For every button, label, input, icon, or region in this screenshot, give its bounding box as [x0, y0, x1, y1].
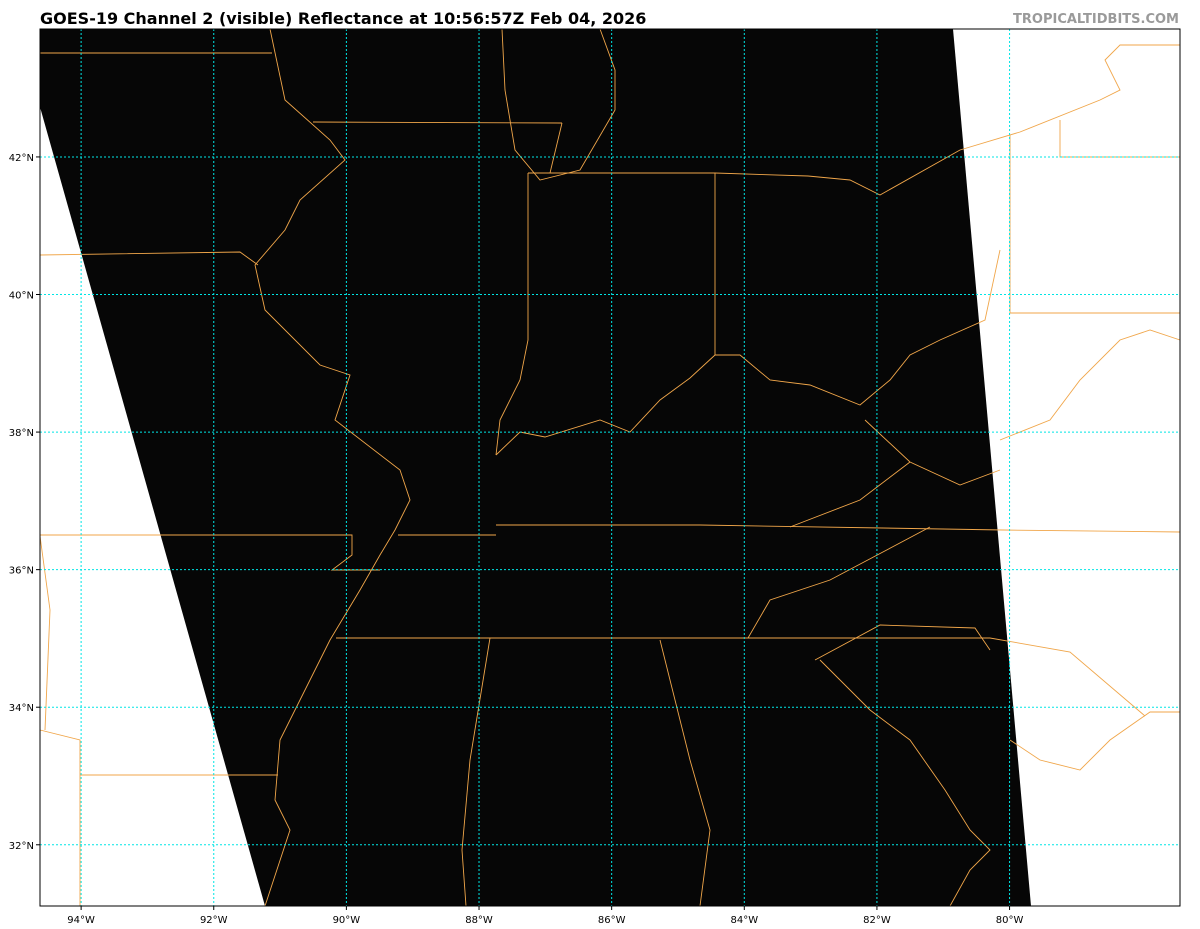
border-line: [549, 122, 563, 174]
latitude-tick-label: 34°N: [9, 703, 34, 714]
map-title: GOES-19 Channel 2 (visible) Reflectance …: [40, 9, 647, 28]
border-line: [39, 251, 259, 266]
border-line: [1009, 711, 1180, 771]
longitude-tick-label: 86°W: [598, 915, 626, 926]
border-line: [254, 28, 411, 907]
longitude-tick-label: 94°W: [67, 915, 95, 926]
longitude-tick-label: 80°W: [996, 915, 1024, 926]
border-line: [747, 526, 931, 639]
border-line: [814, 624, 991, 661]
longitude-tick-label: 90°W: [333, 915, 361, 926]
graticule: [40, 29, 1180, 906]
longitude-tick-label: 82°W: [863, 915, 891, 926]
border-line: [39, 729, 81, 906]
axis-tick-labels: 94°W 92°W 90°W 88°W 86°W 84°W 82°W 80°W 42°N 40°N…: [9, 153, 1024, 926]
border-line: [659, 639, 711, 907]
map-frame: [39, 28, 1181, 907]
border-line: [496, 524, 1181, 533]
border-line: [999, 329, 1181, 441]
border-line: [807, 44, 1180, 196]
border-line: [312, 121, 563, 124]
longitude-tick-label: 88°W: [465, 915, 493, 926]
satellite-imagery-swath: [40, 29, 1031, 906]
longitude-tick-label: 92°W: [200, 915, 228, 926]
watermark: TROPICALTIDBITS.COM: [1013, 12, 1179, 27]
border-line: [501, 28, 616, 181]
border-line: [336, 637, 1146, 717]
latitude-tick-label: 42°N: [9, 153, 34, 164]
border-line: [495, 249, 1001, 456]
latitude-tick-label: 32°N: [9, 841, 34, 852]
latitude-tick-label: 40°N: [9, 291, 34, 302]
latitude-tick-label: 36°N: [9, 566, 34, 577]
border-line: [39, 535, 51, 731]
longitude-tick-label: 84°W: [730, 915, 758, 926]
latitude-tick-label: 38°N: [9, 428, 34, 439]
border-line: [461, 637, 491, 907]
border-line: [495, 173, 529, 456]
border-line: [864, 419, 1001, 486]
border-line: [789, 461, 911, 528]
